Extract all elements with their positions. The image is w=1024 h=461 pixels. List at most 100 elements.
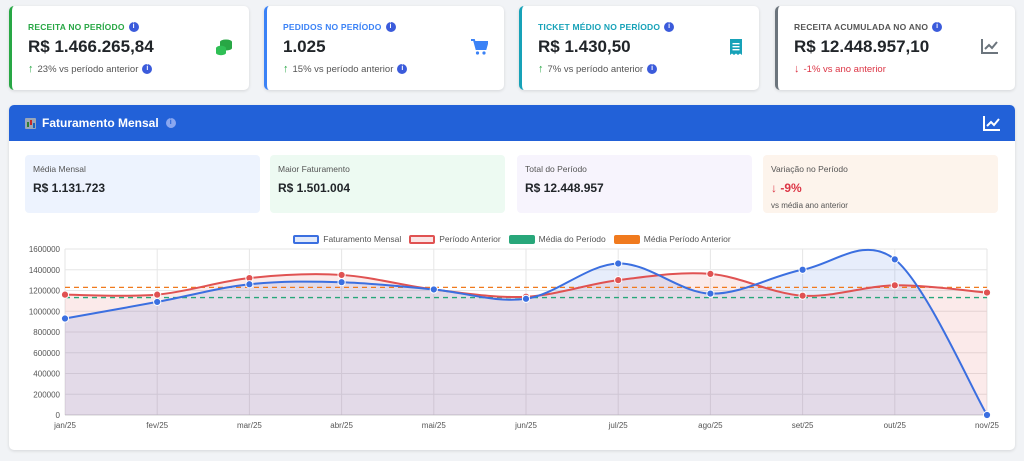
kpi-value: R$ 1.430,50 [538,37,631,56]
kpi-label: PEDIDOS NO PERÍODO [283,22,382,32]
kpi-card-pedidos: PEDIDOS NO PERÍODO i 1.025 ↑ 15% vs períod… [264,6,504,90]
chart-line-icon[interactable] [983,115,1001,131]
x-tick-label: jul/25 [608,421,629,430]
stats-row: Média Mensal R$ 1.131.723 Maior Faturame… [25,155,999,213]
stat-variacao-periodo: Variação no Período ↓ -9% vs média ano a… [763,155,998,213]
line-chart: 0 200000 400000 600000 800000 1000000 1200000 1… [29,245,1000,430]
info-icon[interactable]: i [397,64,408,74]
legend-item[interactable]: Média Período Anterior [613,234,731,244]
data-point [153,290,162,299]
series-area [65,273,987,415]
data-point [337,270,346,280]
x-tick-label: jan/25 [53,421,76,430]
legend-label: Média Período Anterior [643,234,731,244]
stat-sub: vs média ano anterior [771,201,848,210]
info-icon[interactable]: i [165,118,176,128]
x-tick-label: out/25 [884,421,907,430]
kpi-label: RECEITA NO PERÍODO [28,22,125,32]
kpi-label: TICKET MÉDIO NO PERÍODO [538,22,661,32]
info-icon[interactable]: i [647,64,658,74]
legend-swatch [409,234,436,244]
kpi-label: RECEITA ACUMULADA NO ANO [794,22,929,32]
x-tick-label: abr/25 [330,421,353,430]
legend-swatch [613,234,640,244]
data-point [614,276,623,285]
kpi-delta: 7% vs período anterior [547,63,644,75]
panel-header: Faturamento Mensal i [9,105,1015,141]
y-tick-label: 1000000 [29,307,61,316]
bar-chart-icon [25,117,36,129]
data-point [982,288,992,297]
data-point [890,255,899,264]
x-tick-label: set/25 [792,421,814,430]
kpi-value: 1.025 [283,37,326,56]
kpi-card-acumulada: RECEITA ACUMULADA NO ANO i R$ 12.448.957,… [775,6,1015,90]
stat-label: Média Mensal [33,164,86,174]
info-icon[interactable]: i [932,22,943,32]
series-line [64,248,988,416]
y-tick-label: 600000 [33,349,60,358]
stat-maior-faturamento: Maior Faturamento R$ 1.501.004 [270,155,505,213]
coins-icon [216,39,232,56]
data-point [429,285,438,294]
y-tick-label: 200000 [33,390,60,399]
data-point [153,297,162,307]
info-icon[interactable]: i [385,22,396,32]
kpi-value: R$ 1.466.265,84 [28,37,154,56]
x-tick-label: mai/25 [422,421,447,430]
stat-label: Variação no Período [771,164,848,174]
data-point [245,280,254,289]
x-tick-label: nov/25 [975,421,1000,430]
arrow-up-icon: ↑ [538,63,544,75]
kpi-card-ticket: TICKET MÉDIO NO PERÍODO i R$ 1.430,50 ↑ 7%… [519,6,759,90]
legend-item[interactable]: Média do Período [508,234,606,244]
legend-label: Faturamento Mensal [323,234,402,244]
info-icon[interactable]: i [128,22,139,32]
info-icon[interactable]: i [142,64,153,74]
legend-swatch [293,234,320,244]
x-tick-label: ago/25 [698,421,723,430]
stat-media-mensal: Média Mensal R$ 1.131.723 [25,155,260,213]
data-point [521,294,531,303]
stat-label: Maior Faturamento [278,164,350,174]
data-point [982,410,992,420]
x-tick-label: fev/25 [146,421,168,430]
cart-icon [471,39,488,55]
stat-value: R$ 1.131.723 [33,181,106,195]
legend-label: Média do Período [538,234,606,244]
y-tick-label: 1600000 [29,245,61,254]
y-tick-label: 800000 [33,328,60,337]
kpi-row: RECEITA NO PERÍODO i R$ 1.466.265,84 ↑ 23%… [9,6,1015,90]
data-point [706,289,715,298]
data-point [706,269,715,278]
stat-total-periodo: Total do Período R$ 12.448.957 [517,155,752,213]
data-point [60,314,70,323]
kpi-delta: -1% vs ano anterior [803,63,886,75]
legend-item[interactable]: Faturamento Mensal [293,234,401,244]
faturamento-panel: Faturamento Mensal i Média Mensal R$ 1.1… [9,105,1015,450]
arrow-down-icon: ↓ [794,63,800,75]
legend-item[interactable]: Período Anterior [409,234,501,244]
info-icon[interactable]: i [664,22,675,32]
x-tick-label: jun/25 [514,421,537,430]
legend-label: Período Anterior [439,234,501,244]
chart-legend: Faturamento Mensal Período Anterior Médi… [9,234,1015,244]
data-point [798,265,807,274]
chart-line-icon [981,39,998,54]
panel-title: Faturamento Mensal [42,116,159,130]
legend-swatch [508,234,535,244]
y-tick-label: 1400000 [29,266,61,275]
kpi-value: R$ 12.448.957,10 [794,37,930,56]
data-point [614,259,623,268]
y-tick-label: 400000 [33,370,60,379]
kpi-delta: 15% vs período anterior [292,63,394,75]
receipt-icon [730,39,742,55]
y-tick-label: 1200000 [29,287,61,296]
data-point [890,281,899,290]
stat-label: Total do Período [525,164,587,174]
arrow-up-icon: ↑ [28,63,34,75]
kpi-card-receita: RECEITA NO PERÍODO i R$ 1.466.265,84 ↑ 23%… [9,6,249,90]
x-tick-label: mar/25 [237,421,262,430]
y-tick-label: 0 [56,411,61,420]
stat-value: R$ 12.448.957 [525,181,604,195]
